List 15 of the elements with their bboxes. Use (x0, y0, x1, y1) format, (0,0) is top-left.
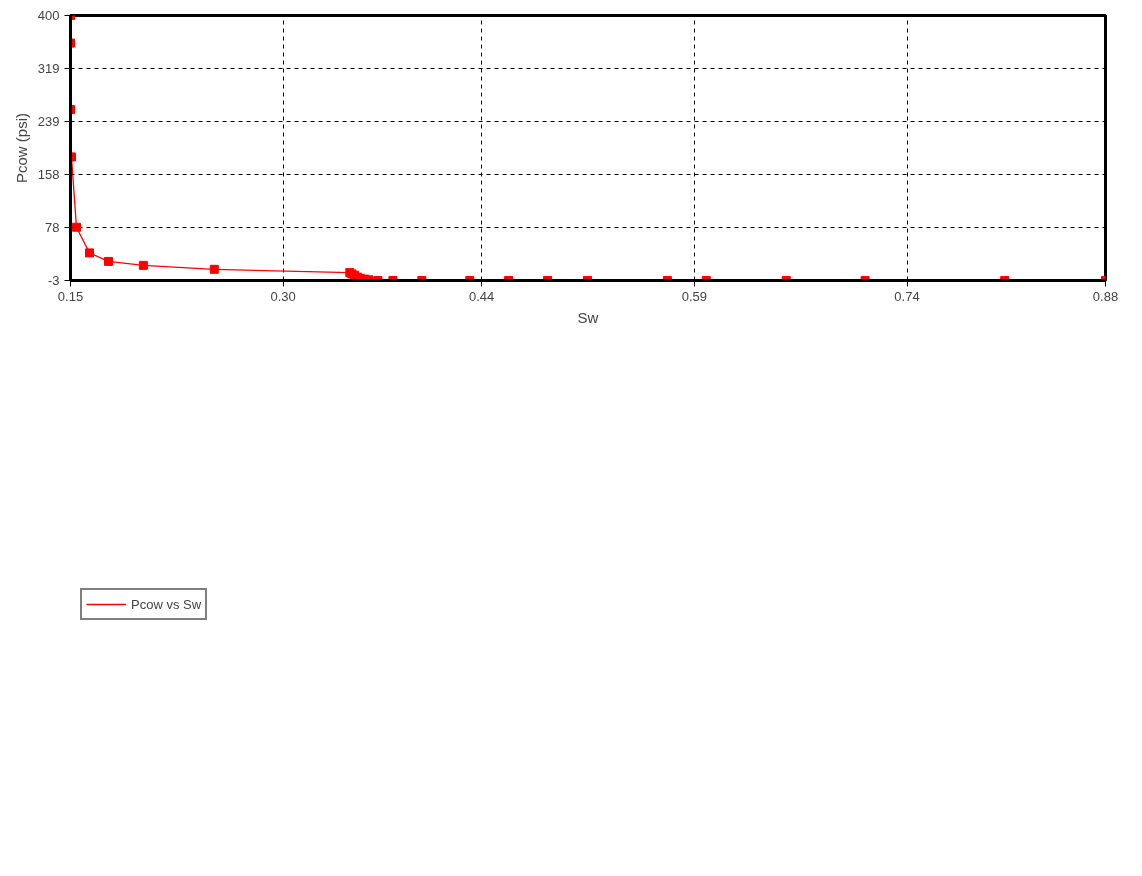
y-tick-label: 319 (37, 61, 60, 77)
x-tick-label: 0.30 (270, 288, 296, 304)
x-tick-label: 0.44 (469, 288, 495, 304)
x-axis-title: Sw (577, 308, 599, 326)
x-tick-label: 0.74 (894, 288, 920, 304)
x-tick-label: 0.15 (57, 288, 84, 304)
x-tick-label: 0.59 (681, 288, 707, 304)
y-axis-title: Pcow (psi) (12, 112, 30, 184)
y-tick-label: 158 (37, 167, 60, 183)
y-tick-label: 400 (37, 8, 60, 23)
y-tick-label: -3 (47, 273, 60, 288)
x-tick-label: 0.88 (1092, 288, 1119, 304)
y-tick-label: 239 (37, 113, 60, 129)
y-tick-label: 78 (45, 219, 60, 235)
legend-label: Pcow vs Sw (131, 596, 202, 612)
